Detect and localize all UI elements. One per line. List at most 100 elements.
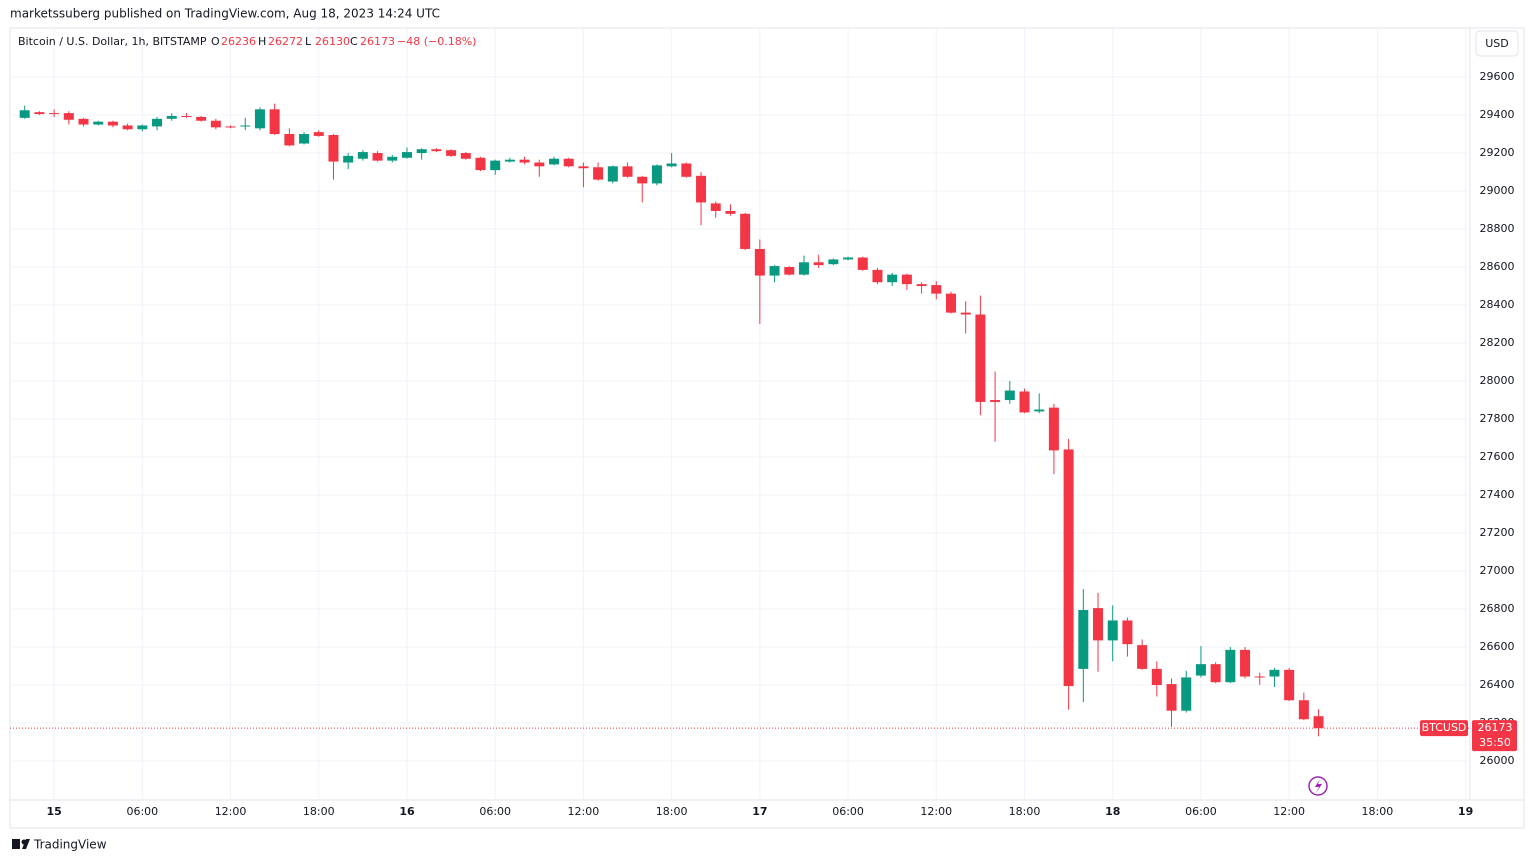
x-tick-label: 18:00 [1362, 805, 1394, 818]
candle-body [578, 166, 589, 169]
candle-body [607, 166, 618, 182]
candle-body [1269, 669, 1280, 677]
x-tick-label: 15 [46, 805, 61, 818]
y-tick-label: 26400 [1480, 678, 1515, 691]
y-tick-label: 27800 [1480, 412, 1515, 425]
candle-body [431, 149, 442, 152]
candle-body [857, 257, 868, 270]
candle-body [769, 266, 780, 276]
candle-body [210, 120, 221, 128]
candle-body [254, 109, 265, 129]
ohlc-key: O [211, 35, 220, 48]
candle-body [1225, 649, 1236, 683]
candle-body [401, 152, 412, 158]
candle-body [93, 121, 104, 125]
x-tick-label: 12:00 [1273, 805, 1305, 818]
y-tick-label: 28600 [1480, 260, 1515, 273]
candle-body [813, 262, 824, 266]
y-tick-label: 29000 [1480, 184, 1515, 197]
candle-body [181, 115, 192, 117]
candle-body [1122, 620, 1133, 645]
candle-body [1048, 407, 1059, 451]
candle-body [152, 118, 163, 127]
candle-body [1107, 620, 1118, 641]
x-tick-label: 18 [1105, 805, 1120, 818]
y-tick-label: 28000 [1480, 374, 1515, 387]
candle-body [1254, 676, 1265, 678]
y-tick-label: 26800 [1480, 602, 1515, 615]
candle-body [519, 159, 530, 163]
x-tick-label: 12:00 [920, 805, 952, 818]
event-icon-bolt [1315, 779, 1322, 793]
candle-body [269, 109, 280, 135]
candle-body [931, 285, 942, 294]
symbol-tag [1420, 720, 1468, 737]
price-tag-countdown: 35:50 [1479, 736, 1511, 749]
x-tick-label: 18:00 [656, 805, 688, 818]
candle-body [357, 152, 368, 159]
footer-brand: TradingView [33, 838, 107, 852]
y-tick-label: 27400 [1480, 488, 1515, 501]
candle-body [328, 134, 339, 162]
candle-body [1181, 677, 1192, 711]
candle-body [945, 293, 956, 313]
candle-body [1195, 664, 1206, 676]
candle-body [446, 150, 457, 156]
event-icon[interactable] [1308, 776, 1328, 796]
candle-body [1313, 716, 1324, 729]
y-tick-label: 28400 [1480, 298, 1515, 311]
ohlc-value: 26130 [315, 35, 350, 48]
candle-body [1137, 645, 1148, 669]
ohlc-value: 26272 [268, 35, 303, 48]
x-tick-label: 19 [1458, 805, 1473, 818]
candle-body [1063, 449, 1074, 686]
ohlc-key: H [258, 35, 266, 48]
candle-body [784, 267, 795, 275]
candle-body [901, 274, 912, 285]
candle-body [284, 134, 295, 146]
candle-body [754, 248, 765, 276]
candle-body [387, 156, 398, 161]
candle-body [622, 166, 633, 177]
candle-body [1151, 668, 1162, 686]
x-tick-label: 06:00 [479, 805, 511, 818]
candle-body [196, 116, 207, 121]
candle-body [696, 175, 707, 203]
candle-body [107, 121, 118, 126]
candle-body [166, 115, 177, 119]
candle-body [240, 125, 251, 127]
candle-body [666, 163, 677, 167]
candle-body [960, 312, 971, 315]
currency-button[interactable] [1475, 30, 1519, 57]
chart-frame [9, 27, 1525, 829]
y-tick-label: 26600 [1480, 640, 1515, 653]
candle-body [490, 160, 501, 171]
candle-body [1240, 649, 1251, 677]
currency-label[interactable]: USD [1485, 37, 1509, 50]
y-tick-label: 26000 [1480, 754, 1515, 767]
candle-body [1166, 684, 1177, 711]
change-label: −48 (−0.18%) [397, 35, 476, 48]
candle-body [549, 158, 560, 165]
candle-body [651, 165, 662, 184]
candle-body [1093, 608, 1104, 641]
x-tick-label: 12:00 [568, 805, 600, 818]
x-tick-label: 06:00 [1185, 805, 1217, 818]
y-tick-label: 28800 [1480, 222, 1515, 235]
candle-body [990, 400, 1001, 402]
symbol-title: Bitcoin / U.S. Dollar, 1h, BITSTAMP [18, 35, 207, 48]
candle-body [534, 162, 545, 167]
publish-header: marketssuberg published on TradingView.c… [10, 7, 440, 21]
candle-body [637, 176, 648, 184]
candle-body [681, 163, 692, 177]
candle-body [725, 210, 736, 214]
x-tick-label: 18:00 [1009, 805, 1041, 818]
y-tick-label: 27200 [1480, 526, 1515, 539]
candle-body [49, 113, 60, 115]
candle-body [1284, 669, 1295, 701]
candle-body [710, 203, 721, 211]
candle-body [916, 284, 927, 287]
ohlc-value: 26173 [360, 35, 395, 48]
